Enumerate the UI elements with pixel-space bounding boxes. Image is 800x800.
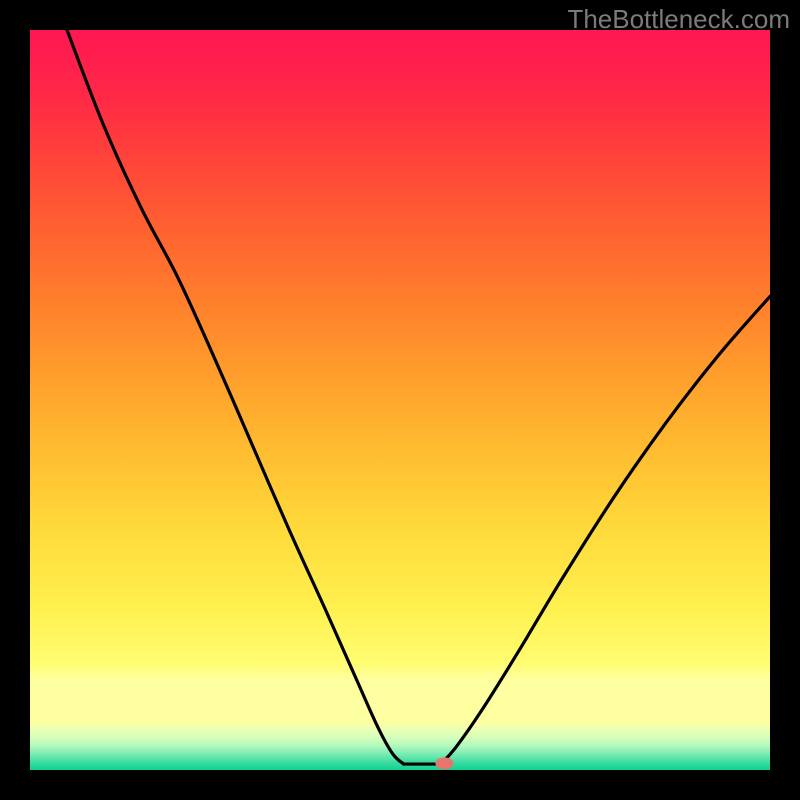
watermark-text: TheBottleneck.com (567, 4, 790, 35)
optimum-marker (435, 757, 453, 769)
chart-frame: TheBottleneck.com (0, 0, 800, 800)
bottleneck-chart (30, 30, 770, 770)
gradient-background (30, 30, 770, 770)
